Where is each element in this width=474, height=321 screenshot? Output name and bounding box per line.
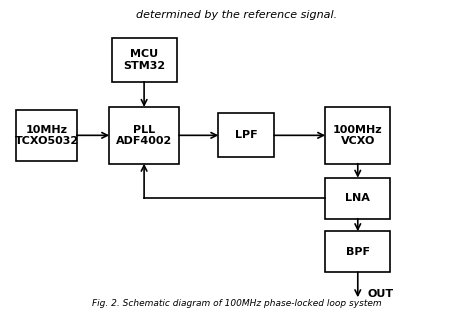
Text: MCU
STM32: MCU STM32: [123, 49, 165, 71]
Bar: [109, 107, 179, 164]
Text: Fig. 2. Schematic diagram of 100MHz phase-locked loop system: Fig. 2. Schematic diagram of 100MHz phas…: [92, 299, 382, 308]
Text: OUT: OUT: [367, 289, 393, 299]
Bar: [16, 110, 77, 160]
Bar: [219, 113, 274, 157]
Text: determined by the reference signal.: determined by the reference signal.: [137, 10, 337, 20]
Bar: [325, 231, 390, 272]
Text: BPF: BPF: [346, 247, 370, 257]
Text: LPF: LPF: [235, 130, 257, 140]
Text: PLL
ADF4002: PLL ADF4002: [116, 125, 172, 146]
Text: 10MHz
TCXO5032: 10MHz TCXO5032: [15, 125, 79, 146]
Bar: [325, 107, 390, 164]
Text: 100MHz
VCXO: 100MHz VCXO: [333, 125, 383, 146]
Text: LNA: LNA: [346, 193, 370, 203]
Bar: [325, 178, 390, 219]
Bar: [111, 38, 177, 82]
